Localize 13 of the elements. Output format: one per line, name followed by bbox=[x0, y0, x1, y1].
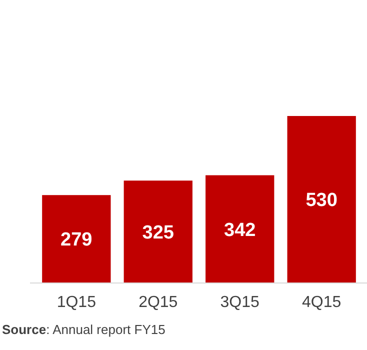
x-tick-label: 4Q15 bbox=[302, 294, 342, 311]
bar bbox=[124, 180, 192, 283]
data-label: 279 bbox=[60, 230, 92, 251]
x-tick-label: 3Q15 bbox=[220, 294, 260, 311]
data-label: 530 bbox=[306, 190, 338, 212]
source-note: Source: Annual report FY15 bbox=[2, 322, 166, 337]
data-label: 325 bbox=[142, 222, 174, 244]
bar bbox=[42, 195, 111, 283]
x-tick-label: 2Q15 bbox=[138, 294, 178, 311]
bar bbox=[206, 175, 274, 283]
data-label: 342 bbox=[224, 220, 256, 241]
x-tick-label: 1Q15 bbox=[56, 294, 96, 311]
bar bbox=[287, 116, 356, 283]
